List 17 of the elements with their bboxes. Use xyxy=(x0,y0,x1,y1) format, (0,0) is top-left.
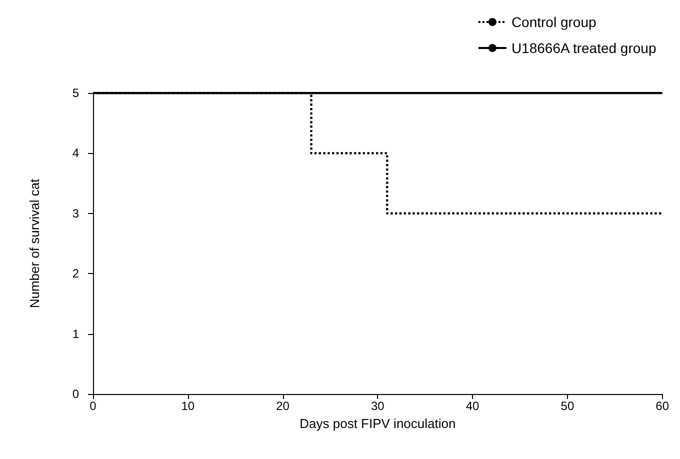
y-tick-label: 3 xyxy=(72,206,80,220)
legend-label: Control group xyxy=(511,14,596,30)
legend-label: U18666A treated group xyxy=(511,40,656,56)
y-tick-label: 2 xyxy=(72,266,80,281)
y-axis-title: Number of survival cat xyxy=(27,178,42,308)
x-tick-label: 60 xyxy=(656,399,670,413)
x-axis-title: Days post FIPV inoculation xyxy=(300,416,456,431)
y-tick-label: 5 xyxy=(72,86,80,100)
x-tick-label: 0 xyxy=(90,399,97,413)
y-tick-label: 1 xyxy=(72,326,80,341)
x-tick-label: 20 xyxy=(276,399,290,413)
x-tick-label: 50 xyxy=(560,399,574,413)
x-tick-label: 30 xyxy=(370,399,385,413)
y-tick-label: 0 xyxy=(72,387,80,401)
x-tick-label: 10 xyxy=(181,399,195,413)
y-tick-label: 4 xyxy=(72,146,80,160)
x-tick-label: 40 xyxy=(466,399,480,413)
